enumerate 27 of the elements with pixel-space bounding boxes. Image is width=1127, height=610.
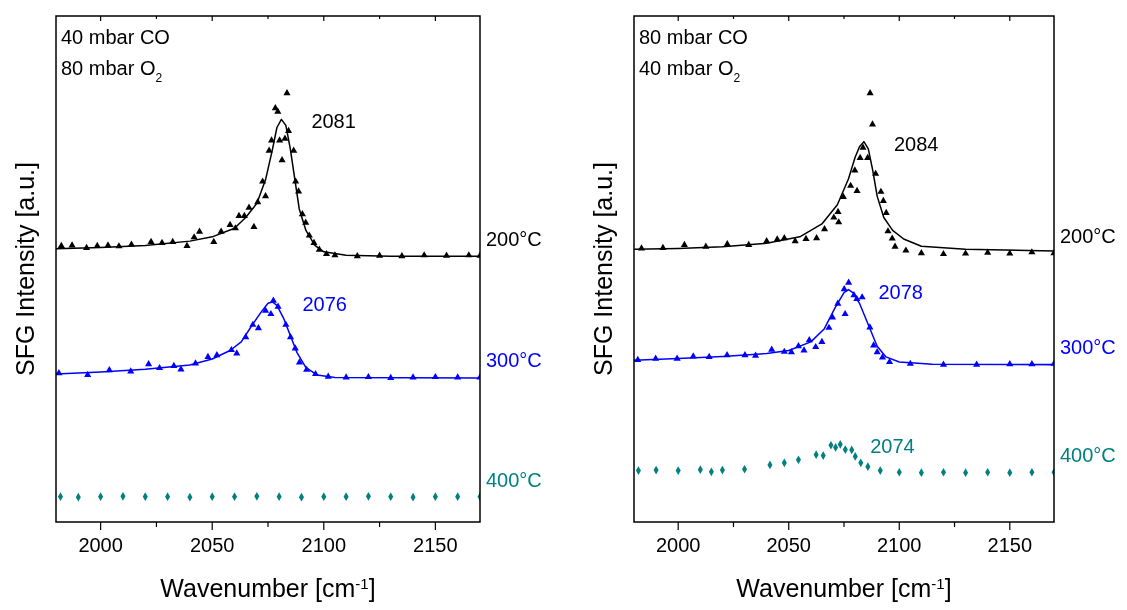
x-tick-label: 2000	[78, 534, 123, 556]
series-label: 300°C	[1060, 335, 1116, 358]
y-axis-title: SFG Intensity [a.u.]	[11, 162, 39, 376]
annotation: 2081	[311, 110, 356, 133]
text: 40 mbar O$_{2}$	[639, 57, 741, 85]
series-label: 400°C	[1060, 444, 1116, 467]
text: 80 mbar O$_{2}$	[61, 57, 163, 85]
y-axis-title: SFG Intensity [a.u.]	[589, 162, 617, 376]
x-tick-label: 2100	[301, 534, 347, 556]
x-axis-title: Wavenumber [cm$^{-1}$]	[736, 574, 952, 602]
x-tick-label: 2150	[413, 534, 458, 556]
series-label: 200°C	[486, 227, 542, 250]
x-tick-label: 2150	[987, 534, 1033, 556]
x-tick-label: 2000	[655, 534, 701, 556]
annotation: 2084	[893, 132, 939, 155]
series-label: 300°C	[486, 349, 542, 372]
annotation: 2074	[870, 435, 915, 458]
series-label: 400°C	[486, 468, 542, 491]
text: 40 mbar CO	[61, 26, 170, 48]
x-axis-title: Wavenumber [cm$^{-1}$]	[160, 574, 376, 602]
text: 80 mbar CO	[639, 26, 748, 48]
x-tick-label: 2050	[189, 534, 235, 556]
x-tick-label: 2100	[877, 534, 922, 556]
x-tick-label: 2050	[766, 534, 811, 556]
annotation: 2078	[878, 280, 923, 303]
series-label: 200°C	[1060, 225, 1116, 248]
annotation: 2076	[302, 293, 347, 316]
